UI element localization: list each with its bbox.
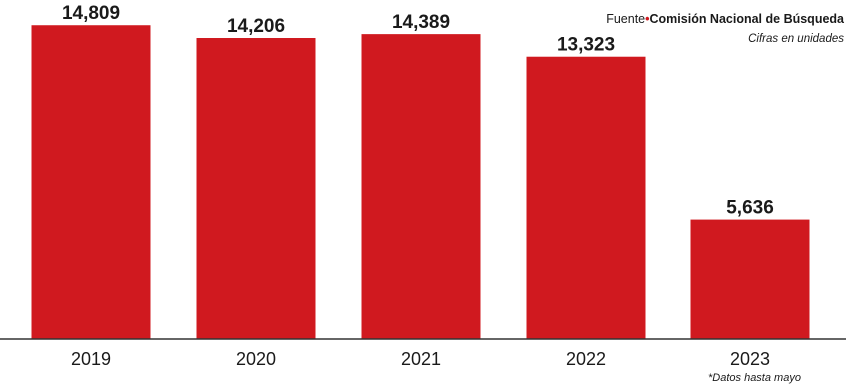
x-tick-label-2019: 2019 bbox=[71, 349, 111, 369]
bar-2019 bbox=[31, 25, 151, 339]
value-labels-group: 14,809 14,206 14,389 13,323 5,636 bbox=[62, 3, 774, 218]
value-label-2021: 14,389 bbox=[392, 12, 450, 33]
units-note: Cifras en unidades bbox=[748, 33, 844, 45]
x-tick-label-2022: 2022 bbox=[566, 349, 606, 369]
bar-2022 bbox=[526, 56, 646, 340]
value-label-2019: 14,809 bbox=[62, 3, 120, 24]
bar-2020 bbox=[196, 38, 316, 339]
value-label-2022: 13,323 bbox=[557, 35, 615, 56]
value-label-2020: 14,206 bbox=[227, 16, 285, 37]
source-line: Fuente•Comisión Nacional de Búsqueda bbox=[606, 12, 844, 26]
value-label-2023: 5,636 bbox=[726, 198, 774, 219]
source-label: Fuente bbox=[606, 12, 646, 26]
bar-2021 bbox=[361, 34, 481, 340]
x-tick-label-2021: 2021 bbox=[401, 349, 441, 369]
source-name: Comisión Nacional de Búsqueda bbox=[649, 12, 844, 26]
source-separator: • bbox=[645, 12, 650, 26]
x-tick-labels-group: 2019 2020 2021 2022 2023 bbox=[71, 349, 770, 369]
bars-group bbox=[31, 25, 810, 340]
x-tick-label-2020: 2020 bbox=[236, 349, 276, 369]
footnote: *Datos hasta mayo bbox=[708, 372, 801, 384]
x-tick-label-2023: 2023 bbox=[730, 349, 770, 369]
bar-2023 bbox=[690, 219, 810, 339]
